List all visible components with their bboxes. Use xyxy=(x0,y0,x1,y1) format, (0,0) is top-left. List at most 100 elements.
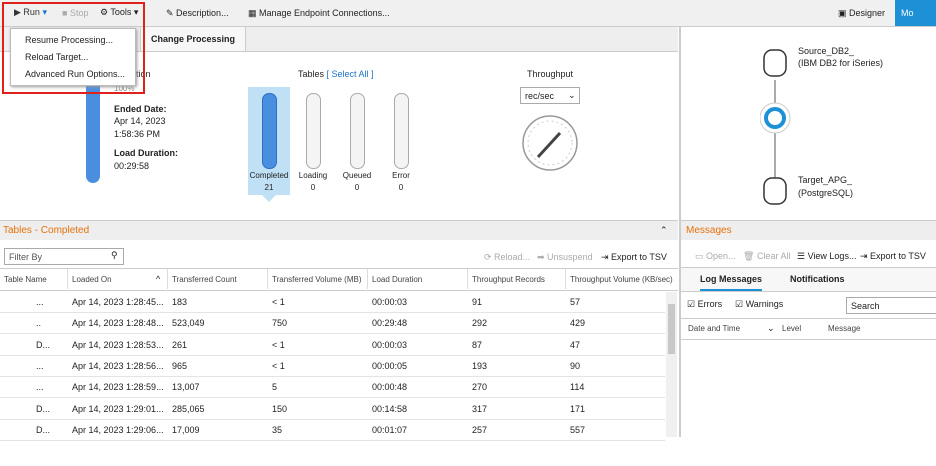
column-header[interactable]: Date and Time xyxy=(688,324,741,333)
table-header xyxy=(0,268,678,291)
log-tab[interactable]: Log Messages xyxy=(700,274,763,291)
table-row[interactable] xyxy=(0,398,665,420)
column-divider xyxy=(367,269,368,289)
section-header: Tables - Completed ⌃ xyxy=(0,220,678,240)
filter-placeholder[interactable]: Filter By xyxy=(9,252,43,262)
column-divider xyxy=(267,269,268,289)
tools-label[interactable]: Tools xyxy=(110,7,132,17)
cell: Apr 14, 2023 1:28:56... xyxy=(72,360,164,371)
column-header[interactable]: Level xyxy=(782,324,802,333)
menu-item[interactable]: Advanced Run Options... xyxy=(25,69,126,79)
cell: 13,007 xyxy=(172,382,200,393)
cell: 114 xyxy=(570,382,585,393)
ended-date: Apr 14, 2023 xyxy=(114,116,166,126)
table-row[interactable] xyxy=(0,291,665,313)
manage-label[interactable]: Manage Endpoint Connections... xyxy=(259,8,390,18)
cell: 523,049 xyxy=(172,318,205,329)
view-logs-label[interactable]: View Logs... xyxy=(807,251,857,261)
manage-button[interactable]: ▦ Manage Endpoint Connections... xyxy=(248,8,390,18)
designer-button[interactable]: ▣ Designer xyxy=(838,8,886,18)
warnings-checkbox[interactable]: ☑ Warnings xyxy=(735,299,784,309)
column-divider xyxy=(67,269,68,289)
run-button[interactable]: ▶ Run ▾ xyxy=(14,7,47,17)
column-header[interactable]: Message xyxy=(828,324,861,333)
reload-label[interactable]: Reload... xyxy=(494,252,531,262)
column-header[interactable]: Transferred Count xyxy=(172,275,237,284)
cell: 17,009 xyxy=(172,424,200,435)
status-bar[interactable] xyxy=(394,93,409,169)
select-all[interactable]: [ Select All ] xyxy=(326,69,374,79)
column-header[interactable]: Loaded On xyxy=(72,275,112,284)
run-label[interactable]: Run xyxy=(23,7,40,17)
view-logs-button[interactable]: ☰ View Logs... xyxy=(797,251,857,261)
reload-button[interactable]: ⟳ Reload... xyxy=(484,252,531,262)
column-header[interactable]: Throughput Records xyxy=(472,275,545,284)
monitor-label[interactable]: Mo xyxy=(901,8,914,18)
errors-label[interactable]: Errors xyxy=(697,299,723,309)
cell: < 1 xyxy=(272,339,285,350)
table-row[interactable] xyxy=(0,312,665,335)
table-row[interactable] xyxy=(0,419,665,441)
unit-label[interactable]: rec/sec xyxy=(525,91,555,101)
status-bar[interactable] xyxy=(306,93,321,169)
status-count: 0 xyxy=(354,183,360,192)
tab[interactable]: Change Processing xyxy=(140,27,246,51)
monitor-button[interactable]: Mo xyxy=(895,0,936,26)
table-row[interactable] xyxy=(0,334,665,356)
notifications-tab[interactable]: Notifications xyxy=(790,274,845,284)
cell: < 1 xyxy=(272,297,285,307)
stop-label[interactable]: Stop xyxy=(69,8,89,18)
tab-label[interactable]: Change Processing xyxy=(151,34,236,44)
errors-checkbox[interactable]: ☑ Errors xyxy=(687,299,723,309)
clear-label[interactable]: Clear All xyxy=(756,251,791,261)
gauge xyxy=(522,115,578,171)
status-label: Loading xyxy=(298,171,328,180)
cell: 317 xyxy=(472,403,488,414)
messages-title: Messages xyxy=(686,225,732,236)
cell: 429 xyxy=(570,318,586,329)
duration: 00:29:58 xyxy=(114,161,150,171)
search-input[interactable]: Search xyxy=(846,297,936,314)
column-header[interactable]: Throughput Volume (KB/sec) xyxy=(570,275,673,284)
description-button[interactable]: ✎ Description... xyxy=(166,8,229,18)
run-menu: Resume Processing... Reload Target... Ad… xyxy=(10,28,136,86)
cell: ... xyxy=(36,297,44,307)
percent: 100% xyxy=(114,84,135,93)
clear-button[interactable]: 🗑 Clear All xyxy=(743,251,791,261)
status-bar[interactable] xyxy=(350,93,365,169)
column-header[interactable]: Table Name xyxy=(4,275,47,284)
export-label[interactable]: Export to TSV xyxy=(611,252,667,262)
menu-item[interactable]: Reload Target... xyxy=(25,52,89,62)
search-placeholder[interactable]: Search xyxy=(851,301,880,311)
open-label[interactable]: Open... xyxy=(706,251,736,261)
summary-heading: etion xyxy=(131,69,151,79)
column-header[interactable]: Transferred Volume (MB) xyxy=(272,275,362,284)
splitter xyxy=(679,27,681,437)
unsuspend-label[interactable]: Unsuspend xyxy=(547,252,593,262)
cell: 90 xyxy=(570,360,581,371)
warnings-label[interactable]: Warnings xyxy=(745,299,784,309)
highlight-box xyxy=(2,2,145,94)
filter-input[interactable]: Filter By ⚲ xyxy=(4,248,124,265)
tools-button[interactable]: ⚙ Tools ▾ xyxy=(100,7,139,17)
scrollbar[interactable] xyxy=(666,292,677,437)
export-button[interactable]: ⇥ Export to TSV xyxy=(601,252,667,262)
stop-button[interactable]: ■ Stop xyxy=(62,8,89,18)
unsuspend-button[interactable]: ➡ Unsuspend xyxy=(537,252,593,262)
cell: 87 xyxy=(472,339,483,350)
cell: D... xyxy=(36,339,51,350)
column-header[interactable]: Load Duration xyxy=(372,275,423,284)
msg-export-label[interactable]: Export to TSV xyxy=(870,251,926,261)
open-button[interactable]: ▭ Open... xyxy=(695,251,736,261)
table-row[interactable] xyxy=(0,355,665,377)
menu-item[interactable]: Resume Processing... xyxy=(25,35,114,45)
sort-arrow: ^ xyxy=(156,274,161,284)
status-bar[interactable] xyxy=(262,93,277,169)
status-label: Completed xyxy=(249,171,289,180)
table-row[interactable] xyxy=(0,376,665,399)
msg-export-button[interactable]: ⇥ Export to TSV xyxy=(860,251,926,261)
tables-heading: Tables [ Select All ] xyxy=(298,69,374,79)
description-label[interactable]: Description... xyxy=(176,8,229,18)
designer-label[interactable]: Designer xyxy=(849,8,886,18)
unit-select[interactable]: rec/sec ⌄ xyxy=(520,87,580,104)
